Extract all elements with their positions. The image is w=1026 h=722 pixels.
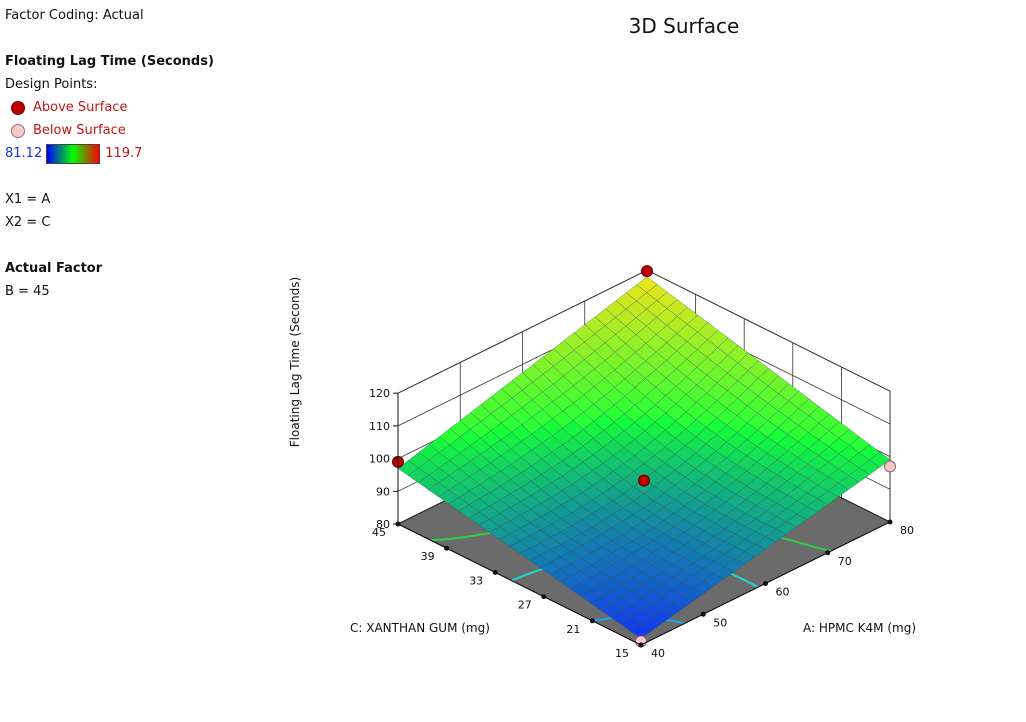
- x-tick-label: 80: [900, 524, 914, 537]
- color-scale-max: 119.7: [105, 146, 143, 161]
- y-tick-label: 15: [615, 647, 629, 660]
- color-scale-min: 81.12: [5, 146, 43, 161]
- x-tick-mark: [887, 519, 893, 525]
- y-axis-line: [397, 523, 642, 646]
- z-tick-label: 100: [369, 453, 390, 466]
- y-tick-mark: [444, 545, 450, 551]
- y-tick-mark: [541, 594, 547, 600]
- above-surface-marker-icon: [11, 100, 25, 115]
- x-axis-label: A: HPMC K4M (mg): [803, 621, 916, 635]
- z-tick-label: 80: [376, 518, 390, 531]
- y-axis-label: C: XANTHAN GUM (mg): [350, 621, 490, 635]
- x-tick-mark: [825, 550, 831, 556]
- y-tick-label: 21: [566, 623, 580, 636]
- response-surface: [397, 276, 891, 639]
- y-tick-label: 39: [421, 550, 435, 563]
- y-tick-mark: [492, 569, 498, 575]
- x-tick-label: 60: [776, 586, 790, 599]
- legend-below-surface: Below Surface: [5, 119, 214, 142]
- legend-panel: Factor Coding: Actual Floating Lag Time …: [5, 4, 214, 303]
- y-tick-label: 45: [372, 526, 386, 539]
- x1-mapping: X1 = A: [5, 192, 51, 207]
- actual-factor-title: Actual Factor: [5, 261, 103, 276]
- design-points-label: Design Points:: [5, 77, 98, 92]
- x-tick-mark: [700, 611, 706, 617]
- color-scale-gradient: [46, 143, 101, 164]
- x-tick-label: 70: [838, 555, 852, 568]
- below-surface-label: Below Surface: [33, 123, 126, 138]
- color-scale: 81.12 119.7: [5, 142, 214, 165]
- y-tick-label: 33: [469, 574, 483, 587]
- actual-factor-value: B = 45: [5, 284, 50, 299]
- z-tick-label: 110: [369, 420, 390, 433]
- y-tick-mark: [589, 618, 595, 624]
- x-tick-mark: [763, 581, 768, 586]
- below-surface-marker-icon: [11, 123, 25, 138]
- above-surface-label: Above Surface: [33, 100, 128, 115]
- design-point-above: [638, 474, 650, 487]
- z-tick-label: 90: [376, 485, 390, 498]
- factor-coding-label: Factor Coding: Actual: [5, 8, 144, 23]
- surface-cell: [630, 623, 652, 639]
- legend-above-surface: Above Surface: [5, 96, 214, 119]
- y-tick-mark: [638, 642, 644, 648]
- x-tick-label: 40: [651, 647, 665, 660]
- z-axis-label: Floating Lag Time (Seconds): [288, 277, 302, 447]
- y-tick-label: 27: [518, 599, 532, 612]
- response-title: Floating Lag Time (Seconds): [5, 54, 214, 69]
- design-point-above: [641, 265, 653, 278]
- z-tick-label: 120: [369, 387, 390, 400]
- x-tick-label: 50: [713, 616, 727, 629]
- design-point-below: [884, 460, 896, 473]
- x2-mapping: X2 = C: [5, 215, 51, 230]
- chart-title: 3D Surface: [629, 14, 740, 38]
